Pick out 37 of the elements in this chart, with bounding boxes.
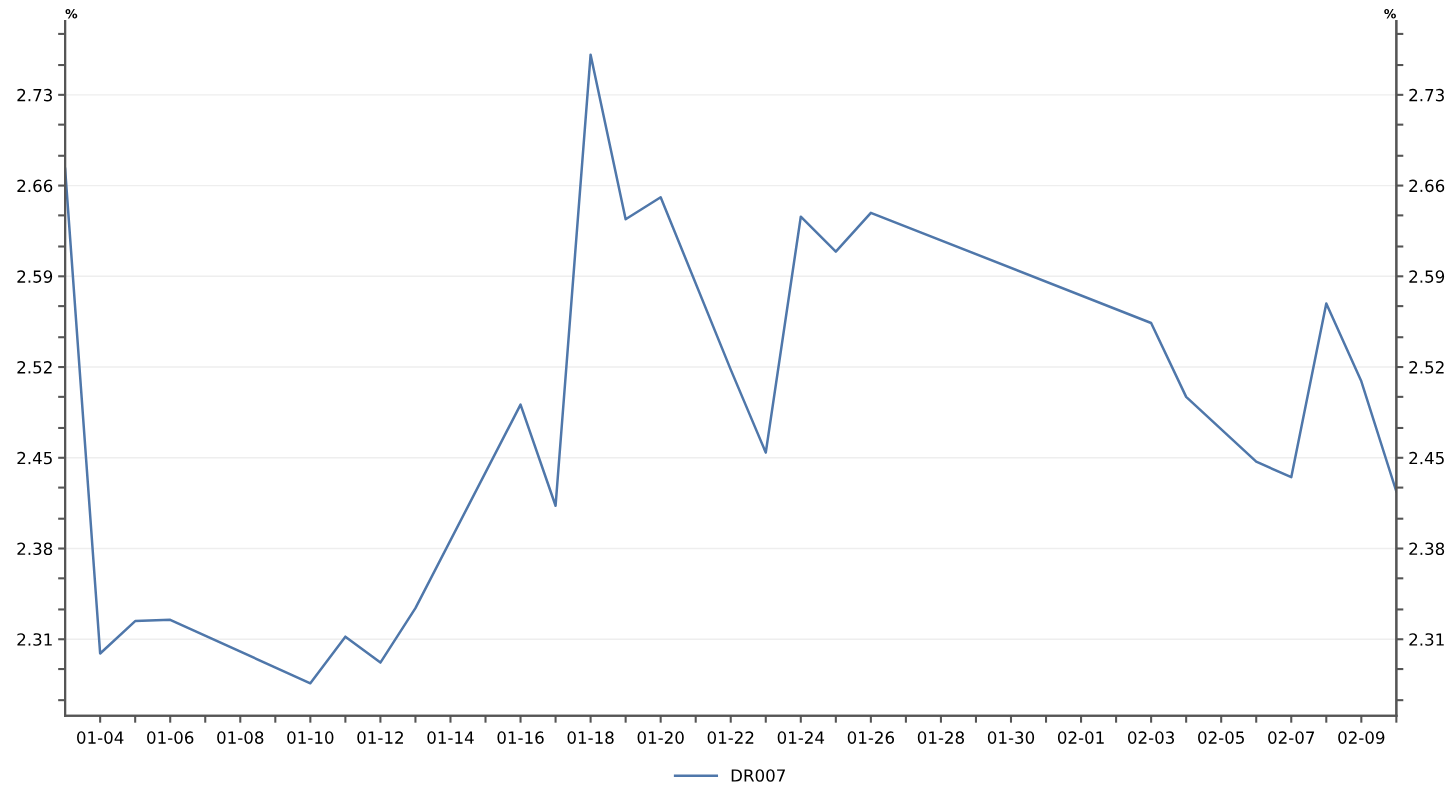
x-tick-label: 01-12 — [357, 731, 403, 744]
x-tick-label: 01-16 — [497, 731, 544, 744]
y2-tick-label: 2.45 — [1409, 451, 1444, 465]
x-tick-label: 01-26 — [847, 731, 895, 744]
y-tick-label: 2.52 — [17, 361, 52, 374]
legend-label: DR007 — [731, 769, 785, 782]
x-tick-label: 02-05 — [1198, 731, 1244, 744]
x-tick-label: 01-08 — [217, 731, 264, 744]
y-tick-label: 2.45 — [17, 451, 52, 465]
y-tick-label: 2.38 — [17, 542, 53, 556]
y-tick-label: 2.59 — [17, 270, 53, 283]
x-tick-label: 01-30 — [987, 731, 1035, 744]
y2-tick-label: 2.59 — [1409, 270, 1445, 283]
x-tick-label: 02-03 — [1128, 731, 1175, 744]
x-tick-label: 01-14 — [427, 731, 474, 744]
x-tick-label: 01-04 — [77, 731, 124, 744]
y2-tick-label: 2.38 — [1409, 542, 1445, 556]
x-tick-label: 01-28 — [917, 731, 965, 744]
y2-tick-label: 2.31 — [1409, 633, 1444, 646]
y2-tick-label: 2.52 — [1409, 361, 1444, 374]
y2-tick-label: 2.73 — [1409, 88, 1444, 102]
x-tick-label: 01-22 — [707, 731, 754, 744]
y-tick-label: 2.31 — [17, 633, 52, 646]
x-tick-label: 01-10 — [287, 731, 334, 744]
line-series — [65, 53, 1397, 685]
y-tick-label: 2.66 — [17, 179, 53, 193]
x-tick-label: 01-20 — [637, 731, 684, 744]
x-tick-label: 02-07 — [1268, 731, 1315, 744]
x-tick-label: 01-18 — [567, 731, 614, 744]
x-tick-label: 02-09 — [1338, 731, 1385, 744]
y-axis-title: % — [65, 9, 78, 19]
x-tick-label: 02-01 — [1057, 731, 1104, 744]
x-tick-label: 01-06 — [147, 731, 194, 744]
y2-tick-label: 2.66 — [1409, 179, 1445, 193]
y-tick-label: 2.73 — [17, 88, 52, 102]
x-tick-label: 01-24 — [777, 731, 825, 744]
y2-axis-title: % — [1384, 9, 1396, 19]
